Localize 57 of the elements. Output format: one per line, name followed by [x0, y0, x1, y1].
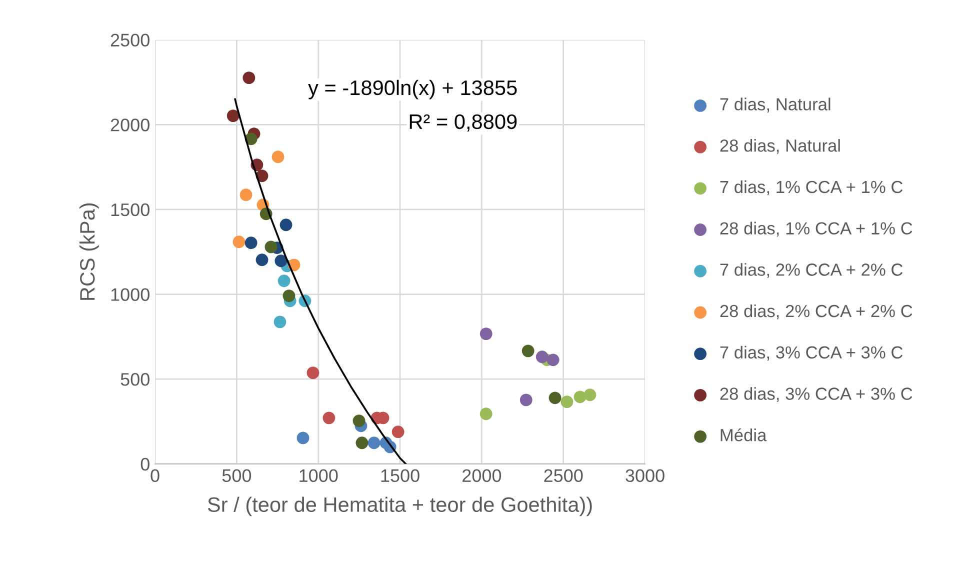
point — [392, 426, 404, 438]
point — [574, 390, 586, 404]
legend-label: 7 dias, 3% CCA + 3% C — [720, 346, 903, 361]
point — [280, 218, 292, 232]
point — [282, 290, 296, 302]
legend-label: 28 dias, 2% CCA + 2% C — [720, 304, 912, 320]
y-tick-label: 500 — [120, 373, 150, 386]
point — [232, 236, 246, 248]
annotation: y = -1890ln(x) + 13855 — [308, 80, 517, 100]
point — [226, 110, 240, 122]
point — [520, 394, 532, 406]
x-axis-title: Sr / (teor de Hematita + teor de Goethita)) — [208, 496, 592, 516]
x-tick-label: 500 — [222, 469, 252, 482]
point — [244, 236, 258, 250]
y-tick-label: 2000 — [110, 118, 150, 132]
point — [584, 388, 596, 402]
x-tick-label: 2500 — [544, 469, 583, 482]
point — [296, 432, 310, 444]
legend-label: 28 dias, 3% CCA + 3% C — [720, 387, 912, 402]
y-axis-title: RCS (kPa) — [79, 203, 99, 300]
point — [522, 344, 534, 358]
point — [306, 366, 320, 380]
x-tick-label: 0 — [150, 469, 160, 482]
point — [546, 354, 560, 366]
x-tick-label: 1500 — [381, 469, 420, 482]
point — [274, 316, 286, 328]
point — [240, 188, 252, 202]
annotation: R² = 0,8809 — [410, 114, 517, 132]
point — [272, 150, 284, 164]
point — [480, 328, 492, 340]
y-tick-label: 2500 — [110, 34, 150, 47]
legend-label: 28 dias, 1% CCA + 1% C — [720, 222, 912, 237]
line-series — [234, 98, 407, 464]
legend-label: 7 dias, 1% CCA + 1% C — [720, 180, 903, 196]
point — [548, 392, 562, 404]
x-tick-label: 2000 — [462, 469, 502, 482]
point — [368, 436, 380, 450]
point — [274, 254, 288, 268]
point — [352, 414, 366, 428]
y-tick-label: 0 — [140, 458, 150, 471]
point — [322, 412, 336, 424]
y-tick-label: 1000 — [111, 288, 150, 301]
legend-label: 28 dias, Natural — [720, 139, 840, 154]
point — [242, 72, 256, 84]
point — [536, 350, 548, 364]
point — [264, 240, 278, 254]
point — [356, 436, 368, 450]
point — [278, 274, 290, 288]
legend-label: Média — [720, 428, 767, 442]
point — [256, 254, 268, 266]
y-tick-label: 1500 — [111, 203, 150, 216]
legend-label: 7 dias, Natural — [720, 98, 830, 112]
x-tick-label: 3000 — [626, 469, 664, 482]
legend-label: 7 dias, 2% CCA + 2% C — [720, 263, 903, 278]
point — [560, 396, 574, 408]
point — [480, 408, 492, 420]
x-tick-label: 1000 — [300, 469, 338, 482]
